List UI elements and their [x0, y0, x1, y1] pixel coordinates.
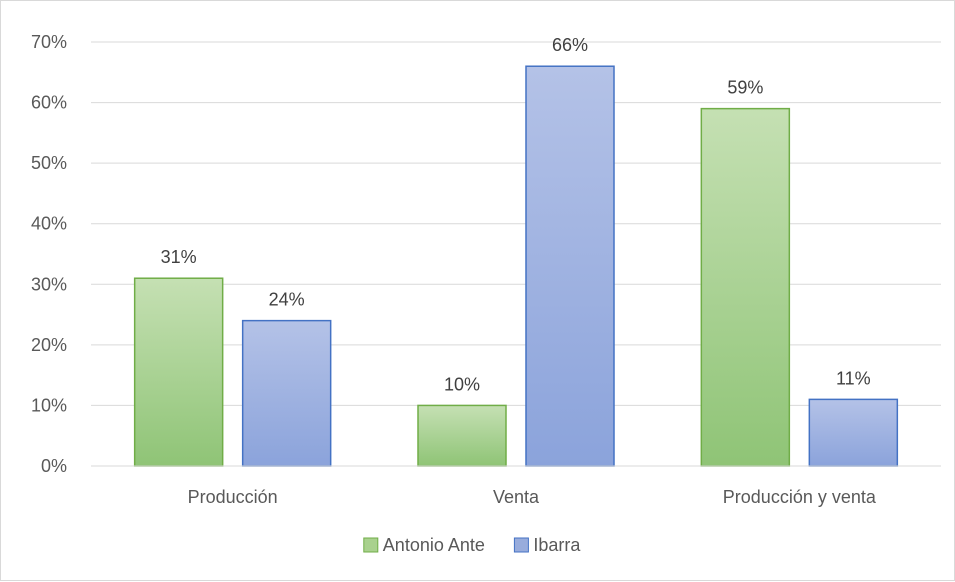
bar-ibarra: [241, 319, 332, 467]
bars: [133, 65, 899, 467]
legend-item-ibarra: Ibarra: [513, 535, 581, 555]
y-tick-label: 70%: [31, 32, 67, 52]
data-label: 24%: [269, 290, 305, 310]
bar-ibarra: [808, 398, 899, 467]
y-tick-label: 30%: [31, 274, 67, 294]
y-tick-label: 0%: [41, 456, 67, 476]
y-tick-label: 40%: [31, 214, 67, 234]
y-tick-label: 50%: [31, 153, 67, 173]
bar-antonio-ante: [417, 404, 507, 467]
data-label: 10%: [444, 374, 480, 394]
y-axis-tick-labels: 0% 10% 20% 30% 40% 50% 60% 70%: [31, 32, 67, 476]
legend-label: Antonio Ante: [383, 535, 485, 555]
data-label: 31%: [161, 247, 197, 267]
y-tick-label: 20%: [31, 335, 67, 355]
legend-item-antonio-ante: Antonio Ante: [363, 535, 485, 555]
bar-antonio-ante: [700, 107, 791, 467]
x-tick-label: Venta: [493, 487, 540, 507]
data-label: 66%: [552, 35, 588, 55]
data-labels: 31% 24% 10% 66% 59% 11%: [161, 35, 871, 394]
legend-swatch: [513, 537, 529, 553]
legend-swatch: [363, 537, 379, 553]
legend: Antonio Ante Ibarra: [363, 535, 581, 555]
x-tick-label: Producción y venta: [723, 487, 877, 507]
y-tick-label: 60%: [31, 93, 67, 113]
gridlines: [91, 41, 941, 406]
data-label: 11%: [836, 368, 871, 388]
y-tick-label: 10%: [31, 395, 67, 415]
bar-ibarra: [525, 65, 615, 467]
x-tick-label: Producción: [188, 487, 278, 507]
data-label: 59%: [727, 78, 763, 98]
bar-antonio-ante: [133, 277, 224, 467]
legend-label: Ibarra: [533, 535, 581, 555]
x-axis-tick-labels: Producción Venta Producción y venta: [188, 487, 877, 507]
